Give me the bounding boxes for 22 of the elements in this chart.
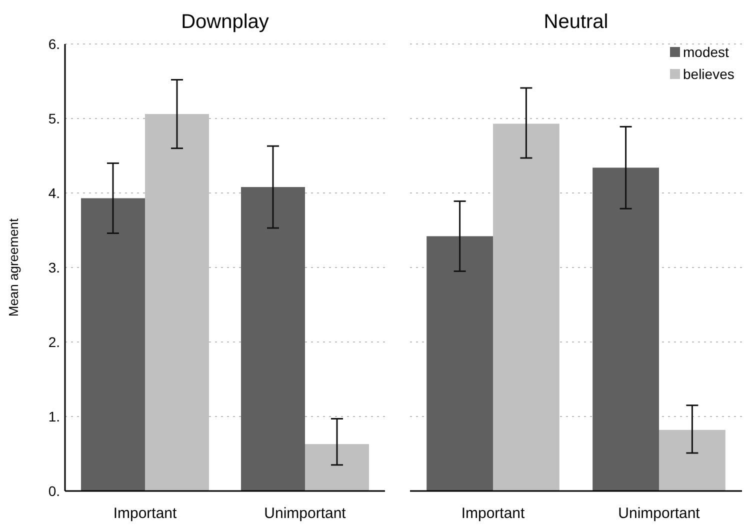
bar (592, 168, 659, 491)
y-tick-label: 0. (48, 482, 60, 499)
y-tick-label: 2. (48, 334, 60, 350)
x-tick-label: Important (461, 505, 526, 522)
y-tick-label: 5. (48, 110, 60, 126)
bar (426, 236, 493, 491)
y-axis-title: Mean agreement (6, 218, 21, 317)
bar (241, 187, 305, 491)
bar (81, 198, 145, 491)
x-tick-label: Unimportant (618, 505, 701, 522)
y-tick-label: 6. (48, 36, 60, 52)
bar (305, 444, 369, 491)
y-tick-label: 1. (48, 408, 60, 424)
legend-label: modest (683, 44, 730, 60)
x-tick-label: Unimportant (264, 505, 347, 522)
x-tick-label: Important (113, 505, 178, 522)
chart-title: Neutral (544, 11, 608, 33)
chart-title: Downplay (181, 11, 269, 33)
bar (659, 430, 726, 491)
y-tick-label: 3. (48, 259, 60, 276)
y-tick-label: 4. (48, 184, 60, 201)
legend-label: believes (683, 66, 734, 82)
